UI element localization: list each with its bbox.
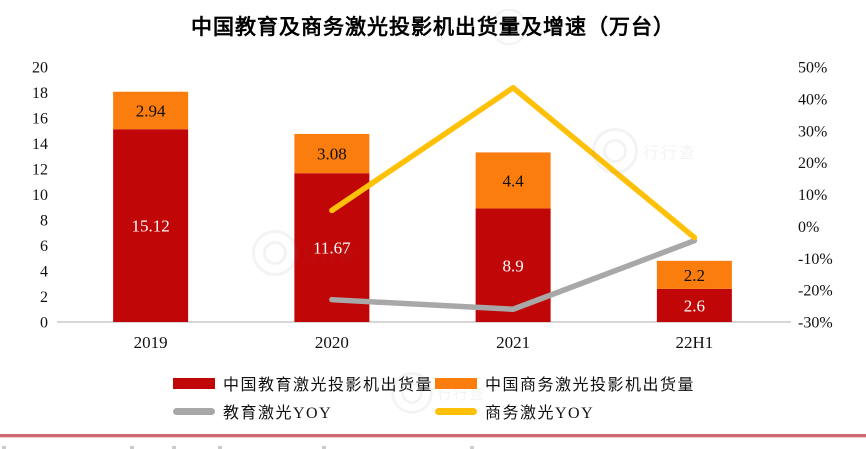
chart-title: 中国教育及商务激光投影机出货量及增速（万台） — [191, 15, 675, 39]
legend-label: 教育激光YOY — [223, 405, 333, 422]
y-axis-left-tick-label: 0 — [40, 315, 48, 332]
bar-value-label: 15.12 — [132, 217, 170, 236]
legend-swatch-education-line — [173, 407, 215, 415]
watermark-logo-icon — [490, 8, 528, 46]
y-axis-left-tick-label: 6 — [40, 238, 48, 255]
y-axis-left-tick-label: 2 — [40, 289, 48, 306]
y-axis-right-tick-label: -30% — [798, 315, 833, 332]
bar-value-label: 11.67 — [313, 239, 351, 258]
bar-value-label: 4.4 — [503, 171, 525, 190]
watermark-logo-icon — [391, 372, 433, 414]
y-axis-right-tick-label: -20% — [798, 283, 833, 300]
y-axis-left-tick-label: 8 — [40, 213, 48, 230]
bar-segment — [113, 129, 189, 322]
watermark-logo-icon — [252, 230, 298, 276]
bar-segment — [294, 133, 370, 174]
legend-label: 中国教育激光投影机出货量 — [223, 377, 434, 394]
legend-swatch-business-bar — [435, 377, 477, 389]
bar-segment — [656, 288, 732, 322]
clipped-text-remnant — [2, 446, 6, 449]
y-axis-right-tick-label: 20% — [798, 155, 827, 172]
legend-swatch-education-bar — [173, 377, 215, 389]
clipped-text-remnant — [130, 446, 134, 449]
chart-legend: 中国教育激光投影机出货量 中国商务激光投影机出货量 教育激光YOY 商务激光YO… — [0, 368, 866, 430]
y-axis-left-tick-label: 4 — [40, 264, 48, 281]
clipped-text-remnant — [218, 446, 222, 449]
x-axis-category-label: 2019 — [134, 333, 168, 352]
clipped-text-remnant — [470, 446, 474, 449]
legend-item-education-yoy: 教育激光YOY — [173, 399, 332, 423]
legend-swatch-business-line — [435, 407, 477, 415]
bottom-divider-line — [0, 434, 866, 437]
clipped-text-remnant — [172, 446, 176, 449]
y-axis-right-tick-label: 50% — [798, 60, 827, 77]
bar-value-label: 3.08 — [317, 145, 347, 164]
watermark-logo-icon — [592, 128, 638, 174]
y-axis-right-tick-label: 30% — [798, 123, 827, 140]
bar-segment — [113, 91, 189, 130]
bar-segment — [475, 208, 551, 322]
yoy-line — [329, 237, 698, 312]
bar-segment — [656, 260, 732, 289]
bar-value-label: 2.6 — [684, 296, 705, 315]
y-axis-left-tick-label: 16 — [32, 111, 48, 128]
combo-chart: 2018161412108642050%40%30%20%10%0%-10%-2… — [32, 60, 833, 353]
clipped-text-remnant — [322, 446, 326, 449]
watermark: 行行查 — [252, 230, 357, 276]
x-axis-category-label: 2021 — [496, 333, 530, 352]
y-axis-left-tick-label: 20 — [32, 60, 48, 77]
watermark: 行行查 — [592, 128, 697, 174]
y-axis-right-tick-label: 40% — [798, 91, 827, 108]
bar-value-label: 2.2 — [684, 266, 705, 285]
y-axis-left-tick-label: 14 — [32, 136, 48, 153]
watermark: 行行查 — [490, 8, 575, 46]
x-axis-category-label: 2020 — [315, 333, 349, 352]
yoy-line — [329, 84, 698, 241]
bar-value-label: 8.9 — [503, 256, 524, 275]
watermark: 行行查 — [391, 372, 486, 414]
legend-item-business-yoy: 商务激光YOY — [435, 399, 594, 423]
y-axis-right-tick-label: 10% — [798, 187, 827, 204]
legend-label: 中国商务激光投影机出货量 — [485, 377, 696, 394]
y-axis-left-tick-label: 10 — [32, 187, 48, 204]
legend-label: 商务激光YOY — [485, 405, 595, 422]
legend-item-business-shipments: 中国商务激光投影机出货量 — [435, 371, 695, 395]
bar-segment — [475, 152, 551, 209]
y-axis-right-tick-label: -10% — [798, 251, 833, 268]
x-axis-category-label: 22H1 — [675, 333, 713, 352]
bar-value-label: 2.94 — [136, 101, 166, 120]
y-axis-left-tick-label: 12 — [32, 162, 48, 179]
y-axis-left-tick-label: 18 — [32, 85, 48, 102]
legend-item-education-shipments: 中国教育激光投影机出货量 — [173, 371, 433, 395]
y-axis-right-tick-label: 0% — [798, 219, 819, 236]
